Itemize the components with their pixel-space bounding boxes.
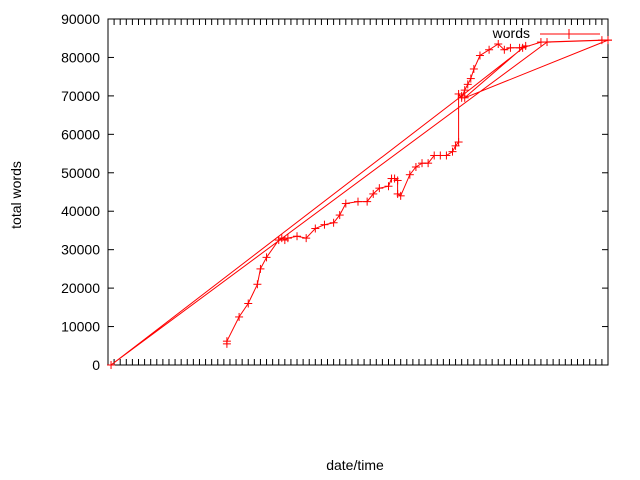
data-point bbox=[396, 191, 405, 200]
data-point bbox=[393, 176, 402, 185]
data-point bbox=[463, 80, 472, 89]
x-ticks bbox=[107, 19, 609, 365]
y-tick-label: 0 bbox=[92, 357, 100, 373]
data-point bbox=[460, 93, 469, 102]
data-point bbox=[536, 38, 545, 47]
data-point bbox=[293, 232, 302, 241]
data-point bbox=[262, 253, 271, 262]
data-point bbox=[384, 182, 393, 191]
y-tick-label: 90000 bbox=[61, 11, 100, 27]
data-point bbox=[253, 280, 262, 289]
legend-label: words bbox=[492, 25, 530, 41]
data-point bbox=[469, 64, 478, 73]
data-point bbox=[335, 211, 344, 220]
data-point bbox=[363, 197, 372, 206]
x-axis-title: date/time bbox=[326, 457, 384, 473]
y-tick-label: 20000 bbox=[61, 280, 100, 296]
data-point bbox=[329, 218, 338, 227]
y-tick-label: 80000 bbox=[61, 49, 100, 65]
data-point bbox=[235, 312, 244, 321]
data-point bbox=[320, 220, 329, 229]
series-layer bbox=[107, 36, 612, 369]
y-axis-title: total words bbox=[8, 161, 24, 229]
data-point bbox=[460, 86, 469, 95]
y-tick-label: 50000 bbox=[61, 165, 100, 181]
data-point bbox=[244, 299, 253, 308]
legend-marker bbox=[564, 29, 574, 39]
y-tick-label: 30000 bbox=[61, 242, 100, 258]
data-point bbox=[485, 45, 494, 54]
y-tick-label: 70000 bbox=[61, 88, 100, 104]
data-point bbox=[454, 138, 463, 147]
data-point bbox=[341, 199, 350, 208]
data-point bbox=[107, 361, 116, 369]
data-point bbox=[369, 189, 378, 198]
legend: words bbox=[492, 25, 600, 41]
y-tick-label: 40000 bbox=[61, 203, 100, 219]
data-point bbox=[424, 159, 433, 168]
data-point bbox=[506, 43, 515, 52]
data-point bbox=[466, 74, 475, 83]
y-ticks: 0 10000 20000 30000 40000 50000 60000 70000 8000… bbox=[61, 11, 608, 373]
data-point bbox=[311, 224, 320, 233]
data-point bbox=[500, 45, 509, 54]
data-point bbox=[283, 234, 292, 243]
data-point bbox=[442, 151, 451, 160]
data-point bbox=[411, 163, 420, 172]
data-point bbox=[375, 184, 384, 193]
data-point bbox=[222, 337, 231, 346]
data-point bbox=[475, 51, 484, 60]
data-point bbox=[302, 234, 311, 243]
data-point bbox=[494, 39, 503, 48]
data-point bbox=[518, 43, 527, 52]
data-point bbox=[256, 264, 265, 273]
data-point bbox=[448, 147, 457, 156]
y-tick-label: 60000 bbox=[61, 126, 100, 142]
data-point bbox=[405, 170, 414, 179]
data-point bbox=[604, 36, 612, 45]
y-tick-label: 10000 bbox=[61, 319, 100, 335]
data-point bbox=[354, 197, 362, 206]
